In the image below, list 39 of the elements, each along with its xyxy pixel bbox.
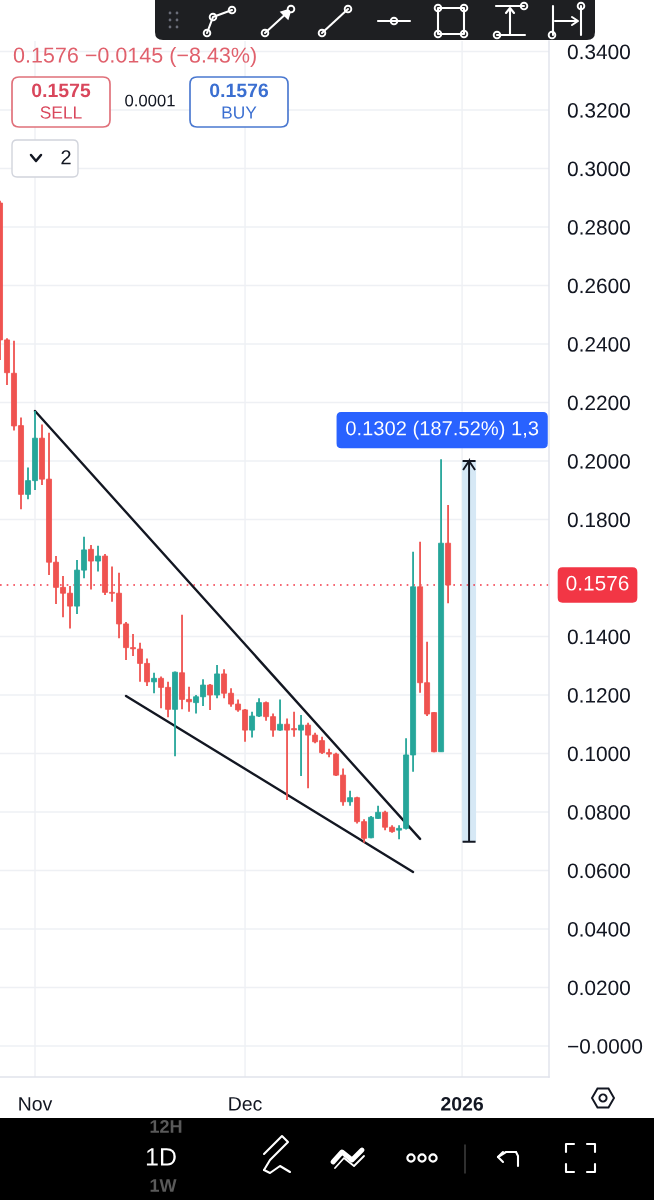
annotation: 0.1576 −0.0145 (−8.43%) [13, 46, 256, 68]
ref-line-label: 0.1576 [566, 575, 629, 591]
candlestick [298, 713, 304, 777]
text: 1D [146, 1148, 176, 1166]
y-tick-label: 0.1000 [567, 746, 630, 762]
y-tick-label: 0.2800 [567, 220, 630, 235]
y-tick-label: 0.2200 [567, 395, 630, 411]
y-tick-label: 0.0600 [567, 863, 630, 879]
candlestick [277, 698, 283, 732]
candlestick [95, 544, 101, 573]
y-tick-label: 0.2400 [567, 337, 630, 352]
annotation: 2 [61, 150, 71, 165]
candlestick [207, 682, 213, 711]
candlestick [151, 671, 157, 695]
annotation: 0.1302 (187.52%) 1,3 [346, 420, 539, 440]
annotation: 0.0001 [125, 94, 175, 107]
y-tick-label: 0.1400 [567, 629, 630, 645]
y-tick-label: 0.1200 [567, 688, 630, 703]
y-tick-label: −0.0000 [568, 1039, 643, 1054]
x-tick-label: Nov [19, 1097, 53, 1111]
y-tick-label: 0.3200 [567, 103, 630, 118]
y-tick-label: 0.3000 [567, 161, 630, 177]
y-tick-label: 0.2600 [567, 278, 630, 294]
y-tick-label: 0.1800 [567, 512, 630, 528]
annotation: BUY [222, 106, 257, 119]
annotation: 0.1576 [210, 83, 269, 98]
text: 12H [150, 1120, 182, 1133]
y-tick-label: 0.0400 [567, 922, 630, 937]
x-tick-label: 2026 [441, 1096, 483, 1111]
y-tick-label: 0.0800 [567, 805, 630, 820]
y-tick-label: 0.2000 [567, 454, 630, 469]
annotation: 0.1575 [32, 83, 91, 98]
text: 1W [150, 1179, 177, 1192]
x-tick-label: Dec [229, 1097, 262, 1111]
y-tick-label: 0.0200 [567, 980, 630, 996]
candlestick [88, 544, 94, 591]
candlestick [214, 663, 220, 700]
y-tick-label: 0.3400 [567, 44, 630, 60]
annotation: SELL [40, 106, 82, 119]
